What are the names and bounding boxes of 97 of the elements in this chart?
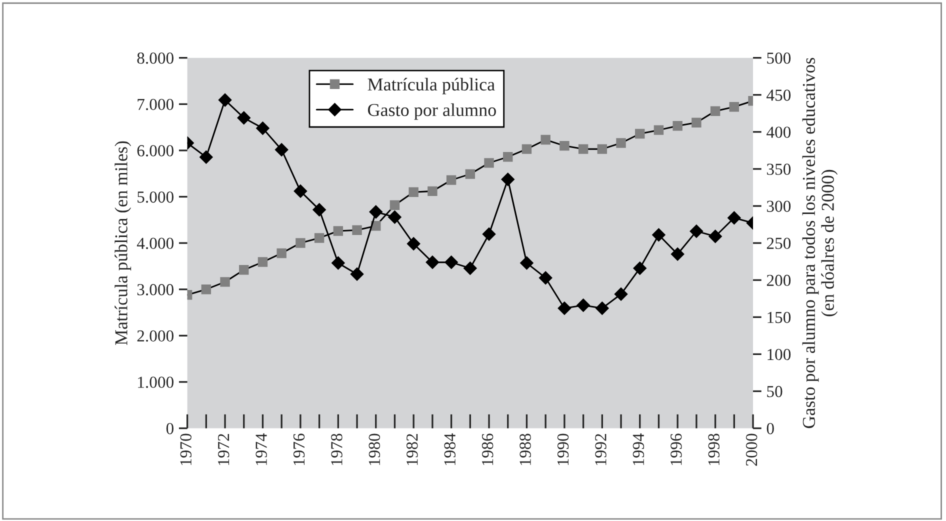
- point: [652, 228, 666, 242]
- point: [464, 262, 477, 275]
- point: [350, 268, 364, 281]
- point: [256, 122, 270, 135]
- point: [444, 256, 458, 269]
- point: [560, 140, 570, 151]
- x-tick-label: 1986: [482, 434, 494, 465]
- point: [482, 228, 496, 241]
- point: [708, 230, 722, 243]
- point: [540, 134, 550, 145]
- x-tick-label: 1998: [708, 434, 720, 465]
- point: [314, 233, 324, 243]
- x-tick-label: 1992: [595, 434, 606, 465]
- x-tick-label: 1970: [180, 434, 192, 465]
- point: [276, 248, 286, 258]
- point: [446, 175, 456, 185]
- point: [633, 262, 646, 275]
- point: [428, 186, 438, 196]
- x-tick-label: 1990: [557, 434, 569, 465]
- point: [426, 256, 440, 269]
- y-tick-label: 3.000: [137, 284, 174, 296]
- point: [672, 121, 682, 131]
- point: [501, 172, 514, 186]
- point: [407, 237, 420, 250]
- point: [728, 211, 741, 224]
- point: [635, 128, 645, 139]
- point: [408, 187, 418, 197]
- point: [503, 152, 513, 162]
- point: [218, 93, 232, 107]
- point: [616, 138, 626, 148]
- point: [258, 257, 268, 267]
- point: [332, 256, 345, 270]
- x-tick-label: 1978: [331, 434, 342, 465]
- y-tick-label: 2.000: [137, 330, 174, 342]
- point: [558, 302, 572, 315]
- y2-tick-label: 50: [767, 386, 782, 398]
- y2-tick-label: 250: [766, 238, 791, 249]
- y-tick-label: 0: [166, 422, 174, 434]
- y-axis-title: Matrícula pública (en miles): [114, 141, 132, 346]
- x-tick-label: 1980: [368, 434, 380, 465]
- y-tick-label: 7.000: [138, 98, 174, 110]
- point: [578, 144, 588, 154]
- point: [671, 248, 684, 261]
- point: [484, 158, 494, 168]
- x-tick-label: 1976: [293, 434, 305, 465]
- y2-tick-label: 100: [768, 348, 791, 360]
- point: [597, 144, 608, 154]
- y2-axis-title: Gasto por alumno para todos los niveles educativos (en dóalres de 2000): [802, 58, 838, 428]
- point: [220, 277, 230, 287]
- point: [333, 226, 344, 236]
- point: [710, 106, 720, 116]
- y-tick-label: 5.000: [138, 191, 174, 203]
- y2-tick-label: 150: [768, 312, 791, 324]
- point: [294, 184, 308, 198]
- point: [312, 203, 326, 216]
- y2-tick-label: 300: [767, 200, 791, 212]
- legend-label: Matrícula pública: [368, 78, 495, 94]
- x-tick-label: 1996: [670, 434, 682, 465]
- x-tick-label: 1988: [520, 434, 531, 465]
- point: [576, 298, 590, 312]
- y-tick-label: 4.000: [136, 238, 174, 250]
- point: [200, 150, 213, 164]
- point: [352, 225, 362, 235]
- point: [692, 118, 702, 128]
- point: [465, 169, 476, 179]
- point: [369, 205, 382, 219]
- point: [539, 271, 552, 284]
- point: [390, 200, 400, 210]
- x-tick-label: 1974: [256, 433, 267, 465]
- point: [296, 238, 306, 248]
- x-tick-label: 1984: [444, 433, 456, 465]
- y2-tick-label: 500: [767, 52, 791, 64]
- x-tick-label: 1994: [632, 433, 644, 465]
- point: [237, 111, 250, 124]
- y2-tick-label: 450: [766, 90, 791, 101]
- x-tick-label: 1982: [406, 434, 418, 465]
- point: [690, 224, 704, 238]
- y2-tick-label: 400: [766, 126, 791, 138]
- y-tick-label: 6.000: [137, 145, 174, 156]
- y2-tick-label: 0: [766, 422, 774, 434]
- y-tick-label: 1.000: [138, 376, 174, 388]
- point: [275, 143, 288, 156]
- point: [614, 288, 628, 301]
- point: [654, 125, 664, 135]
- point: [596, 302, 609, 315]
- point: [388, 210, 402, 224]
- point: [729, 102, 740, 112]
- legend-label: Gasto por alumno: [368, 103, 496, 120]
- x-tick-label: 2000: [746, 434, 758, 466]
- x-tick-label: 1972: [218, 434, 230, 465]
- point: [522, 144, 532, 154]
- point: [239, 265, 249, 275]
- y2-tick-label: 200: [766, 274, 791, 286]
- y2-tick-label: 350: [767, 164, 791, 175]
- y-tick-label: 8.000: [137, 52, 174, 64]
- point: [201, 284, 212, 294]
- point: [520, 256, 534, 270]
